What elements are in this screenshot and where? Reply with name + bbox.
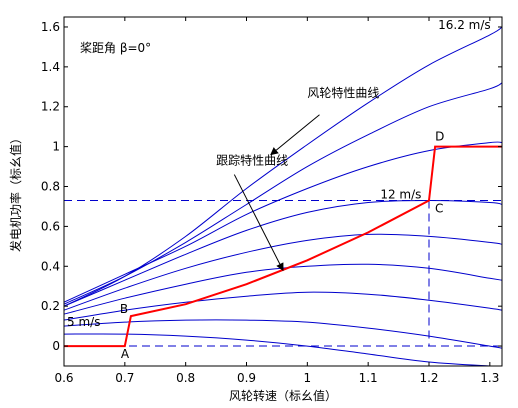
pitch-label: 桨距角 β=0° [80,41,151,55]
annotation-arrow-2 [233,174,284,272]
ticks-layer: 0.6 0.7 0.8 0.9 1 1.1 1.2 1.3 0 0.2 0.4 0.6 0.8 1 1.2 1… [41,17,502,385]
annotation-2: 12 m/s [380,187,421,201]
y-tick-label: 1.2 [41,100,60,114]
x-axis-label: 风轮转速（标幺值） [229,388,337,403]
wind-curve-9 [64,333,502,366]
wind-curve-4 [64,199,502,307]
y-tick-label: 1 [52,140,60,154]
x-tick-label: 0.7 [115,371,134,385]
point-label-a: A [121,347,130,361]
tracking-layer [64,145,502,348]
wind-curve-5 [64,233,502,311]
x-tick-label: 1.3 [480,371,499,385]
x-tick-label: 0.6 [54,371,73,385]
wind-curve-3 [64,141,502,303]
y-tick-label: 1.6 [41,20,60,34]
wind-curve-7 [64,291,502,321]
tracking-curve [64,145,502,348]
x-tick-label: 1.2 [419,371,438,385]
x-tick-label: 0.9 [237,371,256,385]
x-tick-label: 1 [304,371,312,385]
point-label-d: D [435,130,444,144]
annotation-1: 16.2 m/s [438,18,491,32]
y-tick-label: 1.4 [41,60,60,74]
point-label-b: B [120,302,128,316]
plot-area [64,17,502,366]
wind-curve-8 [64,319,502,349]
annotation-4: 风轮特性曲线 [307,85,379,100]
wind-curve-6 [64,263,502,315]
annotation-3: 5 m/s [67,315,100,329]
point-label-c: C [435,201,443,215]
y-axis-label: 发电机功率（标幺值） [8,132,23,252]
y-tick-label: 0.2 [41,299,60,313]
annotation-5: 跟踪特性曲线 [216,153,288,168]
y-tick-label: 0.8 [41,180,60,194]
curves-layer [64,26,502,366]
wind-curve-2 [64,82,502,305]
annotation-arrow-1 [270,114,320,156]
y-tick-label: 0.6 [41,219,60,233]
plot-frame [63,16,503,367]
y-tick-label: 0.4 [41,259,60,273]
x-tick-label: 0.8 [176,371,195,385]
y-tick-label: 0 [52,339,60,353]
x-tick-label: 1.1 [359,371,378,385]
